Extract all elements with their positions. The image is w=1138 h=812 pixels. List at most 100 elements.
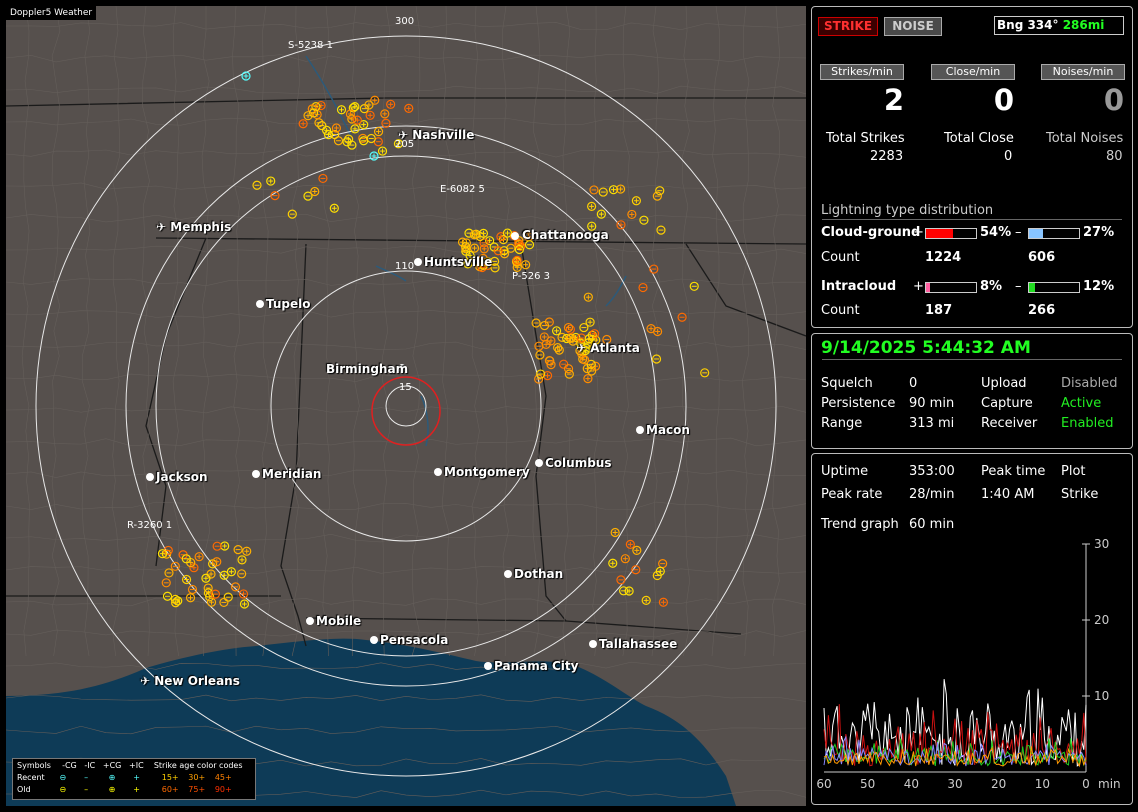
strike-marker xyxy=(638,282,648,293)
current-datetime: 9/14/2025 5:44:32 AM xyxy=(821,338,1031,358)
strike-marker xyxy=(317,120,327,131)
strike-marker xyxy=(658,597,669,607)
city-pensacola: Pensacola xyxy=(380,633,449,647)
strike-marker xyxy=(187,584,198,595)
strike-marker xyxy=(625,539,635,549)
strike-marker xyxy=(589,185,599,195)
strike-marker xyxy=(587,221,597,231)
cg-plus-old-icon: ⊕ xyxy=(108,785,116,794)
capture-value: Active xyxy=(1061,396,1102,411)
strike-marker xyxy=(524,240,535,250)
strike-marker xyxy=(310,186,320,197)
strike-marker xyxy=(266,176,276,186)
strike-marker xyxy=(336,105,347,115)
trend-graph-value[interactable]: 60 min xyxy=(909,517,955,532)
strike-marker xyxy=(535,350,545,360)
ic-minus-sign: – xyxy=(1015,279,1022,294)
cg-minus-recent-icon: ⊖ xyxy=(59,773,67,782)
trend-y-tick-label: 30 xyxy=(1094,538,1109,551)
cg-plus-recent-icon: ⊕ xyxy=(108,773,116,782)
strike-marker xyxy=(583,374,593,384)
strike-marker xyxy=(345,109,356,119)
strike-marker xyxy=(631,196,641,206)
city-chattanooga: Chattanooga xyxy=(522,228,609,242)
strike-marker xyxy=(287,209,297,219)
storm-label-s: S-5238 1 xyxy=(288,40,333,51)
strike-marker xyxy=(219,597,229,608)
map-title: Doppler5 Weather xyxy=(6,6,97,20)
strike-marker xyxy=(542,371,553,381)
legend-col-ic-plus: +IC xyxy=(129,761,144,770)
range-label: Range xyxy=(821,416,863,431)
strike-marker xyxy=(646,324,656,334)
intracloud-label: Intracloud xyxy=(821,279,897,294)
strike-marker xyxy=(316,100,326,111)
strike-marker xyxy=(230,582,241,592)
strike-marker xyxy=(563,322,574,333)
strike-marker xyxy=(655,186,665,196)
city-atlanta: ✈ Atlanta xyxy=(576,341,640,355)
strike-marker xyxy=(478,260,489,270)
strike-marker xyxy=(212,541,222,551)
trend-x-tick-label: 40 xyxy=(904,777,919,791)
strike-marker xyxy=(551,326,562,336)
city-nashville: ✈ Nashville xyxy=(398,128,475,142)
strike-marker xyxy=(619,586,629,596)
strike-marker xyxy=(238,589,249,599)
strike-marker xyxy=(181,574,192,585)
upload-value: Disabled xyxy=(1061,376,1118,391)
city-huntsville: Huntsville xyxy=(424,255,493,269)
strike-marker xyxy=(512,255,522,265)
strike-marker xyxy=(303,191,313,201)
strike-indicator[interactable]: STRIKE xyxy=(818,17,878,36)
strike-marker xyxy=(587,201,597,211)
lightning-map[interactable]: Doppler5 Weather 300 205 110 15 S-5238 1… xyxy=(6,6,806,806)
close-per-min-value: 0 xyxy=(993,83,1014,117)
city-dot xyxy=(589,640,597,648)
strike-marker xyxy=(534,374,544,384)
squelch-value: 0 xyxy=(909,376,918,391)
cg-plus-bar xyxy=(925,228,977,239)
cloud-ground-label: Cloud-ground xyxy=(821,225,921,240)
strike-marker xyxy=(589,329,600,339)
strike-marker xyxy=(347,114,357,124)
strike-marker xyxy=(616,220,626,230)
strike-marker xyxy=(173,596,183,606)
city-birmingham: Birmingham xyxy=(326,362,409,376)
strike-marker xyxy=(461,244,471,254)
ring-label-205: 205 xyxy=(395,139,415,150)
plot-value[interactable]: Strike xyxy=(1061,487,1099,502)
strike-marker xyxy=(364,100,374,110)
strikes-per-min-header: Strikes/min xyxy=(820,64,904,80)
strike-marker xyxy=(181,554,191,564)
ic-plus-count: 187 xyxy=(925,303,953,318)
ic-plus-recent-icon: + xyxy=(133,773,140,782)
age-45: 45+ xyxy=(214,773,232,782)
strike-marker xyxy=(220,541,230,551)
strike-marker xyxy=(206,597,217,607)
strike-marker xyxy=(342,137,352,147)
strike-marker xyxy=(539,320,550,331)
cg-minus-sign: – xyxy=(1015,225,1022,240)
age-30: 30+ xyxy=(188,773,206,782)
trend-y-tick-label: 10 xyxy=(1094,689,1109,703)
peak-time-value: 1:40 AM xyxy=(981,487,1035,502)
strike-marker xyxy=(322,125,332,135)
city-mobile: Mobile xyxy=(316,614,362,628)
city-dothan: Dothan xyxy=(514,567,564,581)
strike-marker xyxy=(585,317,595,327)
distance-value: 286mi xyxy=(1062,18,1105,32)
noise-indicator[interactable]: NOISE xyxy=(884,17,942,36)
strike-marker xyxy=(241,71,251,81)
strike-marker xyxy=(465,250,475,261)
strike-marker xyxy=(631,565,641,575)
city-dot xyxy=(434,468,442,476)
strike-marker xyxy=(649,264,659,274)
strike-marker xyxy=(189,563,199,573)
strike-marker xyxy=(596,209,606,219)
range-rings xyxy=(35,35,777,777)
strike-marker xyxy=(171,598,181,608)
city-macon: Macon xyxy=(646,423,690,437)
strike-marker xyxy=(162,591,173,601)
city-dot xyxy=(256,300,264,308)
